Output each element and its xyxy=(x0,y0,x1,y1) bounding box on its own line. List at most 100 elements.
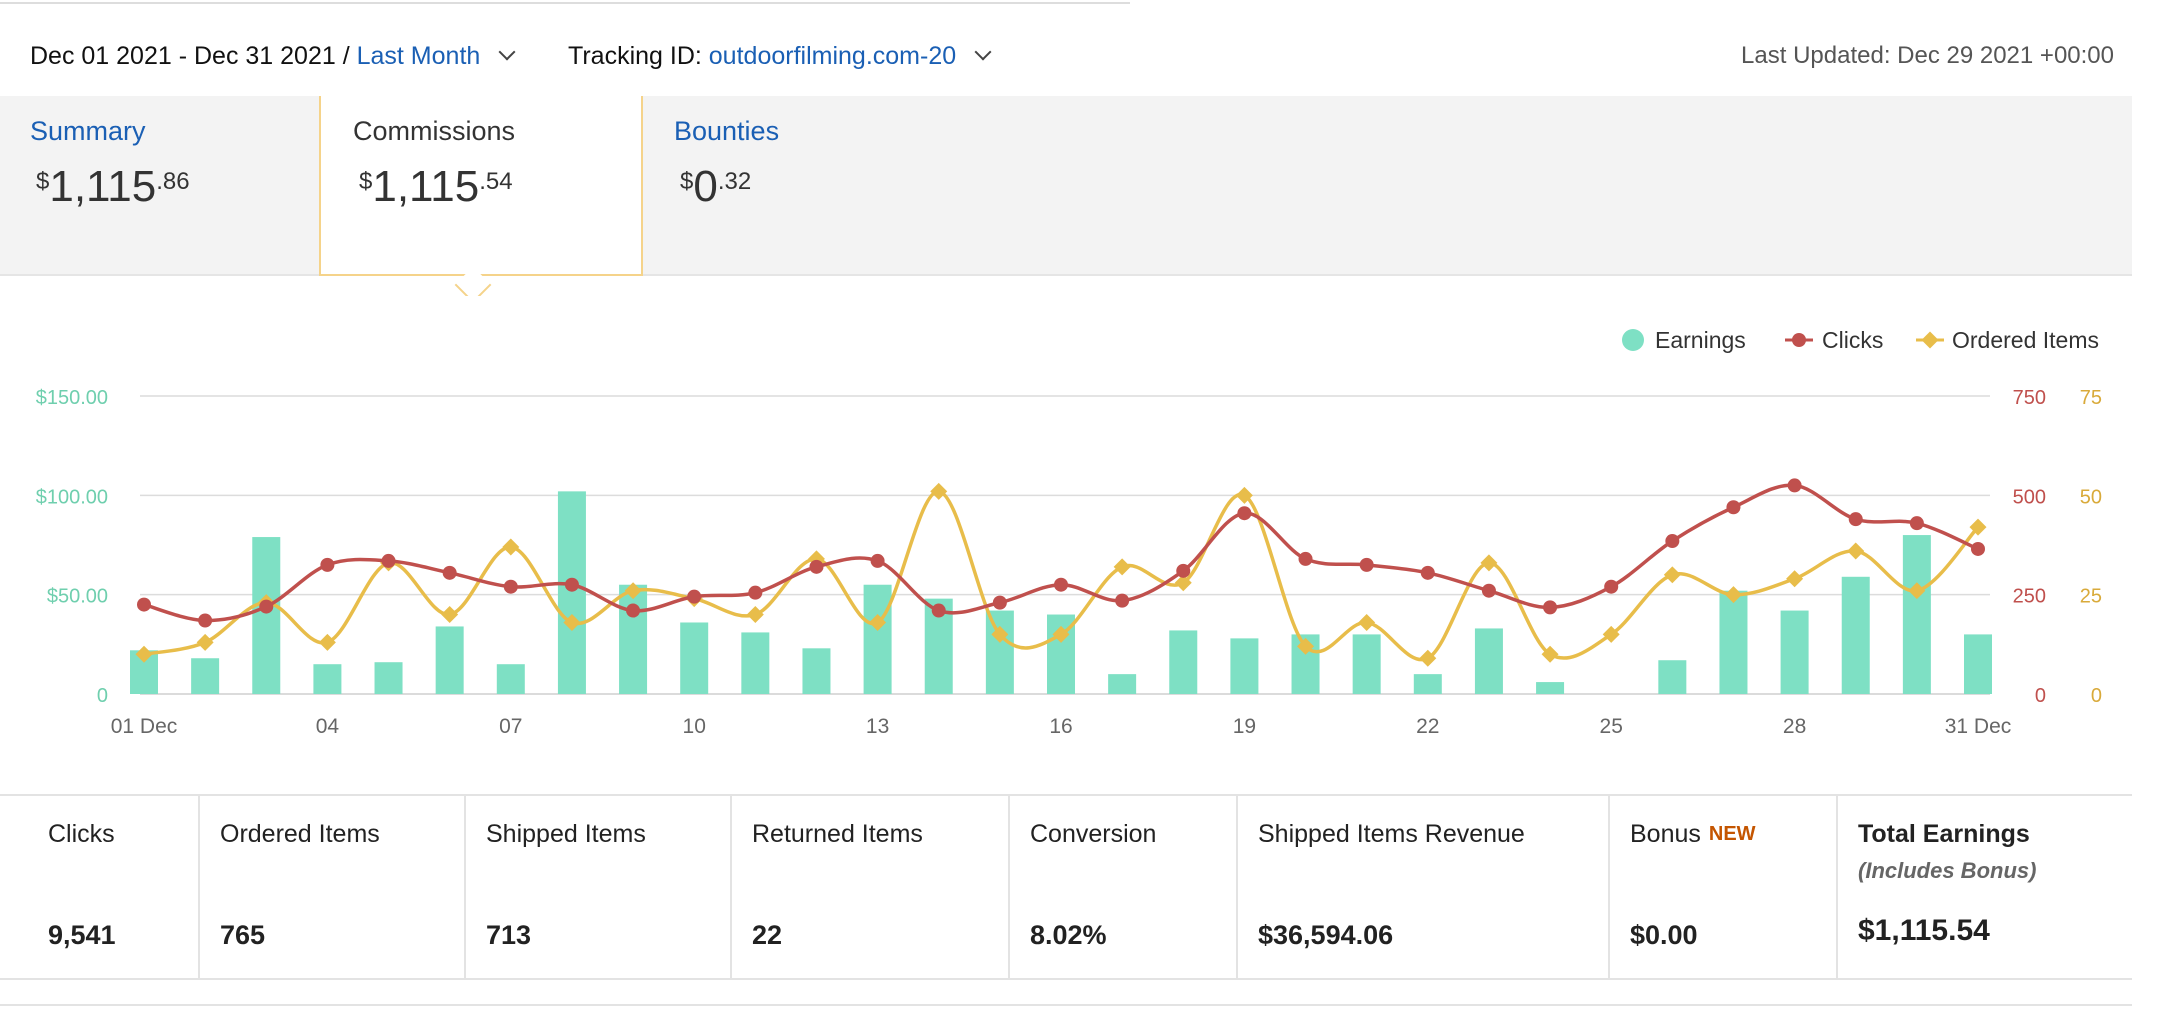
tab-summary-amount: $1,115.86 xyxy=(36,162,190,211)
chevron-down-icon[interactable] xyxy=(974,43,992,61)
ordered-items-point xyxy=(1969,518,1987,536)
earnings-bar xyxy=(374,662,403,694)
y-right2-tick-label: 0 xyxy=(2091,685,2102,707)
earnings-bar xyxy=(1169,630,1198,694)
clicks-point xyxy=(1665,534,1680,549)
clicks-point xyxy=(381,553,396,568)
earnings-bar xyxy=(1108,674,1137,694)
clicks-line xyxy=(143,483,1979,623)
earnings-bar xyxy=(557,491,586,694)
new-badge: NEW xyxy=(1708,823,1756,845)
summary-tabs: Summary $1,115.86 Commissions $1,115.54 … xyxy=(0,96,2132,276)
tab-commissions-amount: $1,115.54 xyxy=(359,162,513,211)
clicks-point xyxy=(1420,565,1435,580)
stat-clicks: Clicks 9,541 xyxy=(0,796,200,978)
date-range-text: Dec 01 2021 - Dec 31 2021 / xyxy=(30,42,350,70)
tab-bounties-label[interactable]: Bounties xyxy=(674,116,780,146)
period-link[interactable]: Last Month xyxy=(356,42,481,70)
ordered-items-point xyxy=(196,633,214,651)
ordered-items-point xyxy=(1663,566,1681,584)
tab-summary[interactable]: Summary $1,115.86 xyxy=(0,96,320,274)
ordered-items-point xyxy=(746,606,764,624)
earnings-bar xyxy=(1902,535,1931,694)
clicks-point xyxy=(1176,563,1191,578)
earnings-bar xyxy=(1964,634,1992,694)
clicks-point xyxy=(503,579,518,594)
ordered-items-point xyxy=(624,582,642,600)
stat-value: 22 xyxy=(752,920,783,950)
x-tick-label: 04 xyxy=(316,715,340,738)
x-tick-label: 01 Dec xyxy=(111,715,178,738)
tab-commissions[interactable]: Commissions $1,115.54 xyxy=(319,96,643,276)
y-left-tick-label: $150.00 xyxy=(36,387,108,409)
tracking-id-selector[interactable]: Tracking ID: outdoorfilming.com-20 xyxy=(568,42,992,71)
ordered-items-point xyxy=(1541,645,1559,663)
clicks-point xyxy=(870,553,885,568)
stat-label: Ordered Items xyxy=(220,820,380,848)
stats-bar: Clicks 9,541 Ordered Items 765 Shipped I… xyxy=(0,794,2132,980)
earnings-bar xyxy=(985,610,1014,694)
earnings-bar xyxy=(1841,576,1870,694)
earnings-bar xyxy=(1780,610,1809,694)
clicks-point xyxy=(1848,512,1863,527)
y-right1-tick-label: 250 xyxy=(2013,586,2046,608)
clicks-point xyxy=(1604,579,1619,594)
y-right2-tick-label: 25 xyxy=(2080,586,2102,608)
stat-label: Clicks xyxy=(48,820,115,848)
stat-shipped-items: Shipped Items 713 xyxy=(466,796,732,978)
stat-conversion: Conversion 8.02% xyxy=(1010,796,1238,978)
stat-value: $1,115.54 xyxy=(1858,914,1990,947)
y-left-tick-label: 0 xyxy=(97,685,108,707)
stat-label: Shipped Items xyxy=(486,820,646,848)
clicks-point xyxy=(1115,593,1130,608)
earnings-bar xyxy=(741,632,770,694)
date-range-selector[interactable]: Dec 01 2021 - Dec 31 2021 / Last Month xyxy=(30,42,516,71)
y-left-tick-label: $50.00 xyxy=(47,586,108,608)
tab-commissions-label[interactable]: Commissions xyxy=(353,116,516,146)
legend-clicks-label: Clicks xyxy=(1822,327,1883,353)
legend-clicks-icon xyxy=(1792,333,1806,347)
page-title-cutoff xyxy=(0,0,1130,4)
ordered-items-point xyxy=(991,625,1009,643)
clicks-point xyxy=(1787,478,1802,493)
stat-value: $36,594.06 xyxy=(1258,920,1394,950)
stat-sublabel: (Includes Bonus) xyxy=(1858,858,2037,883)
clicks-point xyxy=(198,613,213,628)
report-header: Dec 01 2021 - Dec 31 2021 / Last Month T… xyxy=(0,0,2132,98)
y-right2-tick-label: 50 xyxy=(2080,486,2102,508)
clicks-point xyxy=(687,589,702,604)
x-tick-label: 07 xyxy=(499,715,522,738)
earnings-bar xyxy=(1413,674,1442,694)
ordered-items-point xyxy=(869,613,887,631)
tracking-id-link[interactable]: outdoorfilming.com-20 xyxy=(708,42,957,70)
earnings-bar xyxy=(863,584,892,694)
x-tick-label: 13 xyxy=(866,715,889,738)
ordered-items-point xyxy=(135,645,153,663)
clicks-point xyxy=(1359,557,1374,572)
legend-ordered-icon xyxy=(1921,331,1939,349)
earnings-bar xyxy=(802,648,831,694)
earnings-bar xyxy=(1536,682,1565,694)
ordered-items-point xyxy=(930,482,948,500)
stat-label: Shipped Items Revenue xyxy=(1258,820,1525,848)
ordered-items-point xyxy=(1358,613,1376,631)
stat-shipped-revenue: Shipped Items Revenue $36,594.06 xyxy=(1238,796,1610,978)
clicks-point xyxy=(748,585,763,600)
earnings-bar xyxy=(1474,628,1503,694)
clicks-point xyxy=(809,559,824,574)
chart-svg: 0 $50.00 $100.00 $150.00 0 250 500 750 0 25 50 75 01… xyxy=(36,327,2102,738)
legend-earnings-icon xyxy=(1622,329,1644,351)
x-tick-label: 16 xyxy=(1049,715,1072,738)
tab-summary-label[interactable]: Summary xyxy=(30,116,146,146)
stat-value: 713 xyxy=(486,920,532,950)
clicks-point xyxy=(1543,600,1558,615)
tab-bounties[interactable]: Bounties $0.32 xyxy=(642,96,962,274)
last-updated-text: Last Updated: Dec 29 2021 +00:00 xyxy=(1741,42,2114,69)
chevron-down-icon[interactable] xyxy=(498,43,516,61)
stat-label: Total Earnings xyxy=(1858,820,2030,848)
x-tick-label: 22 xyxy=(1416,715,1439,738)
x-tick-label: 28 xyxy=(1783,715,1806,738)
stat-label: Returned Items xyxy=(752,820,923,848)
ordered-items-point xyxy=(1786,570,1804,588)
legend-earnings-label: Earnings xyxy=(1655,327,1746,353)
